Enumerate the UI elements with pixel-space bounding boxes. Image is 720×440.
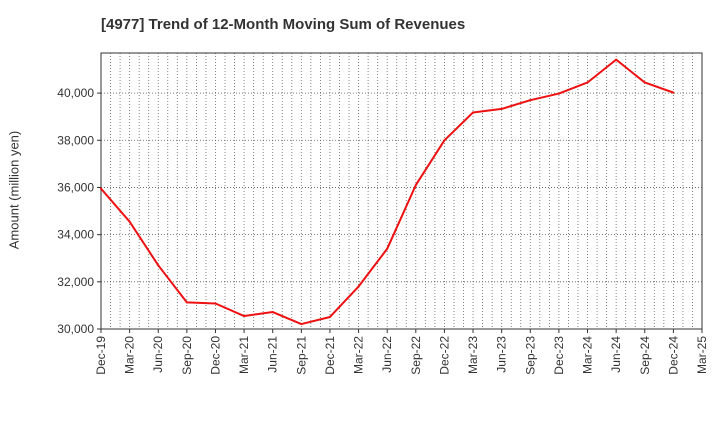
x-tick-label: Sep-20 (180, 336, 194, 375)
data-point (157, 264, 160, 267)
x-tick-label: Dec-22 (437, 336, 451, 375)
x-tick-label: Sep-22 (409, 336, 423, 375)
x-tick-label: Dec-24 (666, 336, 680, 375)
x-tick-label: Sep-21 (294, 336, 308, 375)
data-point (328, 315, 331, 318)
data-point (300, 323, 303, 326)
data-point (500, 107, 503, 110)
data-point (128, 220, 131, 223)
data-point (386, 247, 389, 250)
x-tick-label: Jun-22 (380, 336, 394, 373)
x-tick-label: Dec-21 (323, 336, 337, 375)
x-tick-label: Mar-21 (237, 336, 251, 374)
chart-title: [4977] Trend of 12-Month Moving Sum of R… (101, 16, 466, 33)
x-tick-label: Jun-20 (151, 336, 165, 373)
data-point (472, 111, 475, 114)
data-point (243, 315, 246, 318)
series-layer (100, 58, 675, 326)
x-tick-label: Mar-20 (123, 336, 137, 374)
grid-layer (101, 53, 702, 329)
axes-layer: 30,000 32,000 34,000 36,000 38,000 40,000 Dec-… (57, 52, 709, 375)
data-point (586, 81, 589, 84)
data-point (443, 139, 446, 142)
y-tick-label: 38,000 (57, 133, 94, 147)
data-point (271, 311, 274, 314)
data-point (357, 285, 360, 288)
y-tick-label: 32,000 (57, 275, 94, 289)
x-tick-label: Dec-20 (208, 336, 222, 375)
data-point (529, 99, 532, 102)
data-point (100, 187, 102, 190)
y-tick-label: 40,000 (57, 86, 94, 100)
data-point (643, 81, 646, 84)
x-tick-label: Dec-19 (94, 336, 108, 375)
x-tick-label: Jun-24 (609, 336, 623, 373)
x-tick-label: Dec-23 (552, 336, 566, 375)
x-tick-label: Mar-22 (352, 336, 366, 374)
x-tick-label: Sep-24 (638, 336, 652, 375)
y-tick-label: 36,000 (57, 180, 94, 194)
data-point (557, 92, 560, 95)
x-tick-label: Jun-21 (266, 336, 280, 373)
x-tick-label: Sep-23 (523, 336, 537, 375)
x-tick-label: Mar-25 (695, 336, 709, 374)
y-tick-label: 30,000 (57, 322, 94, 336)
data-point (414, 184, 417, 187)
data-point (615, 58, 618, 61)
x-tick-label: Mar-24 (581, 336, 595, 374)
x-tick-label: Mar-23 (466, 336, 480, 374)
data-point (185, 301, 188, 304)
y-tick-label: 34,000 (57, 228, 94, 242)
plot-frame (100, 52, 703, 330)
x-tick-label: Jun-23 (495, 336, 509, 373)
data-point (214, 302, 217, 305)
data-point (672, 91, 675, 94)
